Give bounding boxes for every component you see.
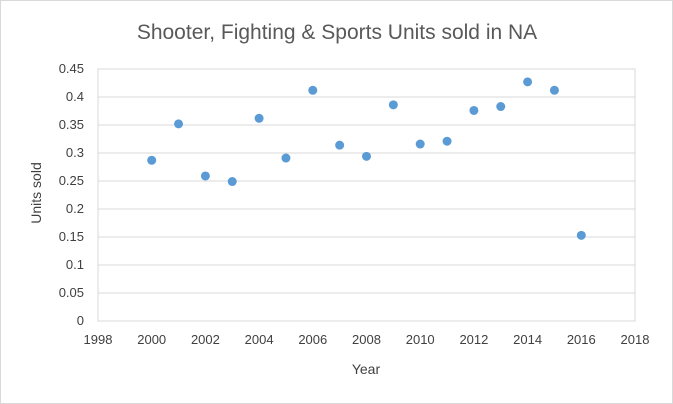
y-tick-label: 0.35 [59, 117, 84, 132]
data-point [388, 100, 398, 110]
x-tick-label: 2008 [352, 332, 381, 347]
data-point [496, 102, 506, 112]
x-tick-label: 1998 [84, 332, 113, 347]
data-point [335, 140, 345, 150]
data-point [227, 177, 237, 187]
gridlines [98, 68, 635, 322]
x-tick-label: 2016 [567, 332, 596, 347]
data-point [174, 119, 184, 129]
y-axis-ticks: 0 0.05 0.1 0.15 0.2 0.25 0.3 0.35 0.4 0.45 [59, 61, 84, 328]
x-tick-label: 2018 [621, 332, 650, 347]
plot-area-border [97, 68, 636, 322]
data-point [362, 151, 371, 161]
y-tick-label: 0.4 [66, 89, 84, 104]
data-point [415, 139, 425, 149]
data-point [308, 85, 318, 95]
data-point [442, 136, 452, 146]
x-tick-label: 2006 [298, 332, 327, 347]
x-tick-label: 2000 [137, 332, 166, 347]
y-tick-label: 0.05 [59, 285, 84, 300]
x-tick-label: 2010 [406, 332, 435, 347]
x-tick-label: 2002 [191, 332, 220, 347]
x-tick-label: 2014 [513, 332, 542, 347]
y-tick-label: 0.45 [59, 61, 84, 76]
y-tick-label: 0.2 [66, 201, 84, 216]
y-tick-label: 0.1 [66, 257, 84, 272]
data-point [254, 113, 264, 123]
data-point [549, 85, 559, 95]
data-point [281, 153, 291, 163]
data-point [523, 77, 533, 87]
data-point [147, 155, 157, 165]
data-point [576, 230, 586, 240]
y-tick-label: 0.15 [59, 229, 84, 244]
data-point [469, 105, 479, 115]
y-tick-label: 0.3 [66, 145, 84, 160]
x-axis-title: Year [352, 361, 381, 377]
chart-title: Shooter, Fighting & Sports Units sold in… [137, 21, 537, 44]
x-tick-label: 2004 [245, 332, 274, 347]
y-axis-title: Units sold [28, 162, 44, 223]
data-points [147, 77, 586, 240]
y-tick-label: 0 [77, 313, 84, 328]
y-tick-label: 0.25 [59, 173, 84, 188]
x-axis-ticks: 1998 2000 2002 2004 2006 2008 2010 2012 2014 2016… [84, 332, 650, 347]
x-tick-label: 2012 [459, 332, 488, 347]
data-point [200, 171, 210, 181]
